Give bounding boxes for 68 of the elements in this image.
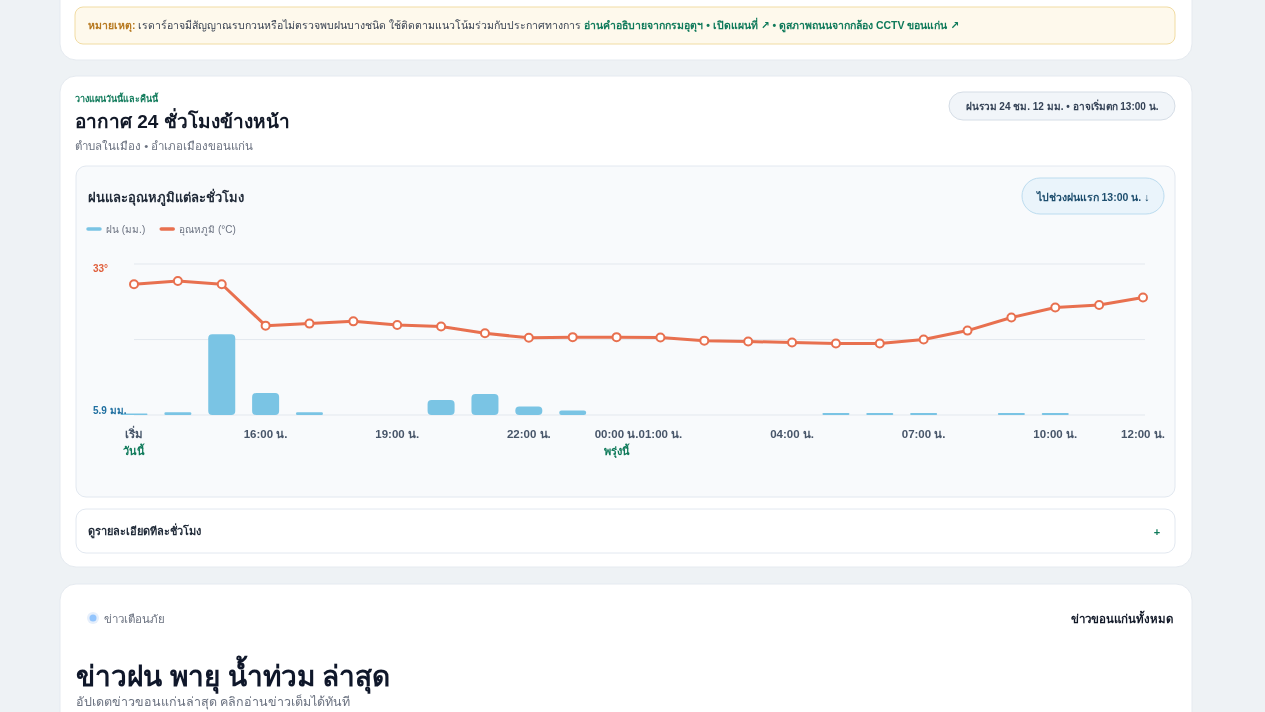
point [1138, 292, 1148, 303]
point [1094, 300, 1105, 310]
x-tick-label: 01:00 น. [638, 428, 683, 440]
text: อัปเดตข่าวขอนแก่นล่าสุด คลิกอ่านข่าวเต็มได้ทันที [76, 694, 351, 710]
x-tick-label: 00:00 น. [594, 428, 639, 440]
x-tick-label: 22:00 น. [506, 428, 551, 440]
bar [252, 393, 280, 415]
point [392, 319, 403, 330]
point [830, 338, 841, 349]
x-tick-label: 12:00 น. [1121, 428, 1165, 440]
point [260, 320, 271, 331]
point [479, 328, 490, 339]
point [523, 332, 534, 343]
x-tick-label: เริ่ม [125, 425, 143, 440]
point [787, 337, 798, 348]
point [129, 279, 139, 290]
x-tick-label: 07:00 น. [901, 428, 946, 440]
text: ข่าวฝน พายุ น้ำท่วม ล่าสุด [76, 655, 391, 694]
text: อ่านคำอธิบายจากกรมอุตุฯ • เปิดแผนที่ ↗ • ดูสภาพถนนจากกล้อง CCTV ขอนแก่น ↗ [581, 17, 960, 33]
point [874, 338, 885, 349]
text: อากาศ 24 ชั่วโมงข้างหน้า [75, 108, 290, 132]
bar [471, 393, 499, 415]
x-tick-label: 19:00 น. [375, 428, 420, 440]
bar [559, 410, 587, 415]
text: พรุ่งนี้ [603, 443, 630, 459]
bar [997, 412, 1025, 415]
text: ฝนรวม 24 ชม. 12 มม. • อาจเริ่มตก 13:00 น. [965, 99, 1159, 112]
point [348, 316, 359, 327]
bar [1041, 412, 1069, 415]
text: ข่าวเตือนภัย [104, 613, 165, 625]
text: ข่าวขอนแก่นทั้งหมด [1071, 610, 1173, 625]
bar [515, 406, 543, 415]
bar [295, 412, 323, 415]
point [436, 321, 447, 332]
text: + [1153, 526, 1161, 538]
point [611, 332, 622, 343]
chart-title: ฝนและอุณหภูมิแต่ละชั่วโมง [88, 188, 244, 206]
bar [910, 412, 938, 415]
point [743, 336, 754, 347]
point [567, 332, 578, 343]
point [918, 334, 929, 345]
text: ตำบลในเมือง • อำเภอเมืองขอนแก่น [75, 140, 254, 152]
point [304, 318, 315, 329]
text: 5.9 มม. [93, 405, 127, 416]
text: ไปช่วงฝนแรก 13:00 น. ↓ [1035, 191, 1150, 203]
x-tick-label: 04:00 น. [770, 428, 814, 440]
point [699, 335, 710, 346]
x-tick-label: 10:00 น. [1033, 428, 1078, 440]
legend-label: ฝน (มม.) [106, 224, 146, 235]
text: วันนี้ [123, 443, 145, 457]
bar [822, 412, 850, 415]
legend-label: อุณหภูมิ (°C) [179, 224, 236, 236]
text: หมายเหตุ: [88, 19, 136, 33]
text: ดูรายละเอียดทีละชั่วโมง [88, 523, 201, 539]
point [172, 276, 183, 287]
text: วางแผนวันนี้และคืนนี้ [75, 92, 159, 104]
text: 33° [93, 263, 109, 274]
point [655, 332, 666, 343]
point [216, 279, 227, 290]
bar [208, 334, 236, 415]
text: เรดาร์อาจมีสัญญาณรบกวนหรือไม่ตรวจพบฝนบางชนิด ใช้ติดตามแนวโน้มร่วมกับประกาศทางการ [135, 19, 582, 32]
point [1006, 312, 1017, 323]
point [962, 325, 973, 336]
bar [427, 399, 455, 415]
point [1050, 302, 1061, 313]
bar [164, 412, 192, 415]
bar [866, 412, 894, 415]
x-tick-label: 16:00 น. [243, 428, 288, 440]
